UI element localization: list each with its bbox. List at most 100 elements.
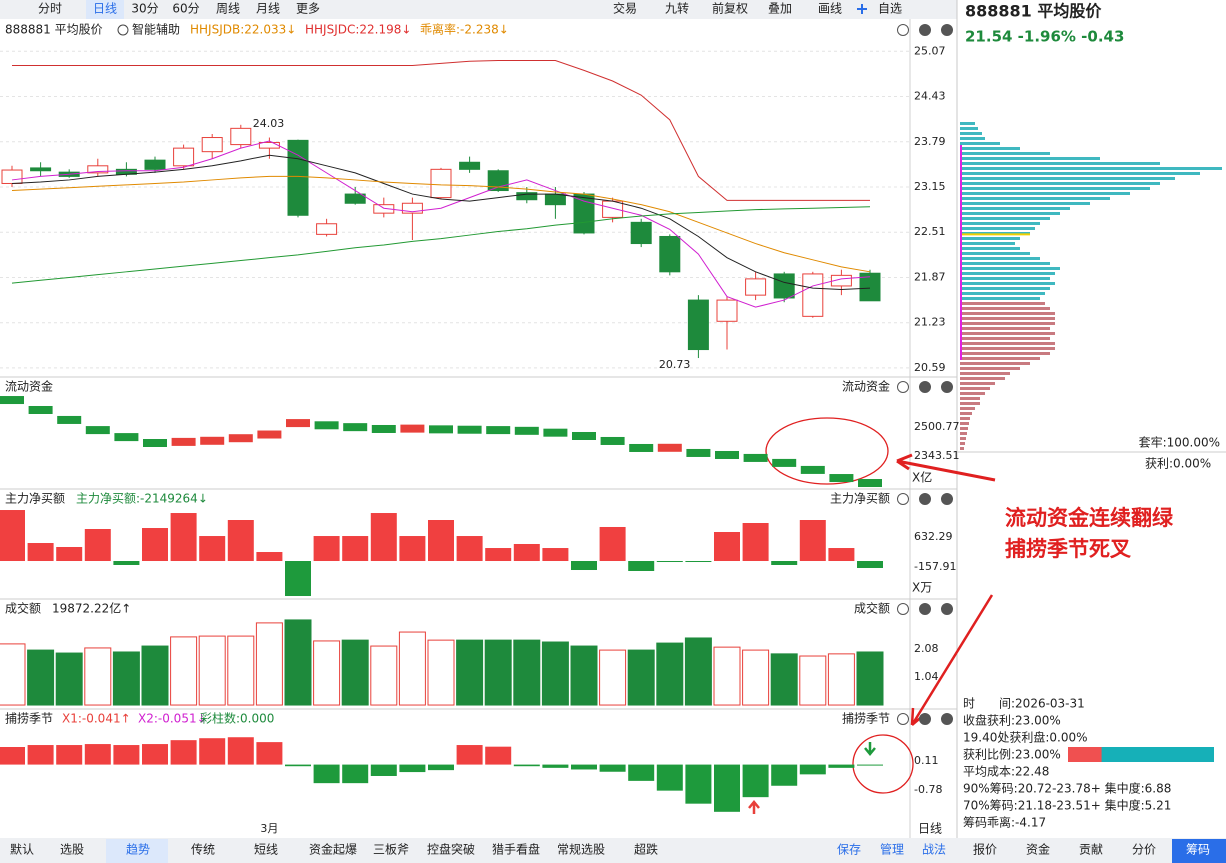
indicator: HHJSJDC:22.198↓: [305, 23, 411, 37]
action-button[interactable]: 战法: [922, 843, 946, 857]
unit-label: X亿: [912, 470, 932, 485]
bar: [256, 552, 283, 562]
bar: [0, 746, 25, 765]
toolbar-button[interactable]: 叠加: [768, 2, 792, 16]
price-line: [12, 59, 870, 201]
toolbar-button[interactable]: 60分: [172, 2, 199, 16]
bar: [370, 764, 397, 776]
amount-bar: [112, 651, 140, 706]
action-button[interactable]: 管理: [880, 842, 904, 857]
candle-body: [30, 167, 52, 172]
bar: [256, 742, 283, 765]
help-icon[interactable]: [919, 493, 931, 505]
chip-bar: [960, 317, 1055, 320]
chip-info: 19.40处获利盘:0.00%: [963, 730, 1088, 745]
help-icon[interactable]: [919, 381, 931, 393]
flow-bar: [543, 428, 568, 437]
close-icon[interactable]: [941, 493, 953, 505]
bar: [714, 764, 740, 812]
candle-body: [258, 141, 280, 149]
bottom-tab[interactable]: 短线: [254, 843, 278, 857]
assist-icon[interactable]: [117, 24, 129, 36]
settings-icon[interactable]: [897, 713, 909, 725]
bar: [742, 523, 769, 562]
bottom-tab[interactable]: 趋势: [126, 843, 150, 857]
toolbar-button[interactable]: 更多: [296, 2, 320, 16]
help-icon[interactable]: [919, 603, 931, 615]
selected-tab: [106, 839, 168, 863]
toolbar-button[interactable]: 九转: [665, 1, 689, 16]
close-icon[interactable]: [941, 713, 953, 725]
side-tab[interactable]: 分价: [1132, 843, 1156, 857]
toolbar-button[interactable]: 分时: [38, 2, 62, 16]
chip-bar: [960, 397, 980, 400]
assist-button[interactable]: 智能辅助: [132, 22, 180, 37]
toolbar-button[interactable]: 30分: [131, 2, 158, 16]
chip-bar: [960, 127, 978, 130]
chip-bar: [960, 142, 1000, 145]
bar: [199, 738, 226, 765]
bottom-tab[interactable]: 默认: [10, 842, 34, 857]
chip-info: 获利比例:23.00%: [963, 748, 1061, 762]
bar: [571, 561, 597, 571]
toolbar-button[interactable]: 画线: [818, 2, 842, 16]
bar: [56, 745, 83, 765]
candle-body: [173, 147, 195, 167]
bottom-tab[interactable]: 猎手看盘: [492, 842, 540, 857]
bar: [199, 536, 226, 562]
settings-icon[interactable]: [897, 603, 909, 615]
bottom-tab[interactable]: 控盘突破: [427, 842, 475, 857]
settings-icon[interactable]: [897, 493, 909, 505]
help-icon[interactable]: [919, 24, 931, 36]
candle-body: [630, 221, 652, 245]
bar: [628, 561, 655, 571]
candle-body: [87, 165, 109, 174]
bottom-tab[interactable]: 超跌: [634, 842, 658, 857]
amount-bar: [341, 639, 369, 706]
action-button[interactable]: 保存: [837, 843, 861, 857]
flow-bar: [457, 425, 482, 434]
flow-bar: [343, 423, 368, 432]
flow-bar: [600, 436, 625, 445]
amount-bar: [656, 642, 684, 706]
toolbar-button[interactable]: 前复权: [712, 1, 748, 16]
toolbar-button[interactable]: 月线: [256, 2, 280, 16]
chip-bar: [960, 147, 1020, 150]
side-tab[interactable]: 筹码: [1186, 843, 1210, 857]
amount-bar: [141, 645, 169, 706]
side-tab[interactable]: 资金: [1026, 842, 1050, 857]
bar: [342, 536, 369, 562]
bottom-tab[interactable]: 常规选股: [557, 842, 605, 857]
close-icon[interactable]: [941, 603, 953, 615]
close-icon[interactable]: [941, 24, 953, 36]
bar: [313, 764, 340, 784]
chip-info: 收盘获利:23.00%: [963, 713, 1061, 728]
bottom-tab[interactable]: 选股: [60, 843, 84, 857]
settings-icon[interactable]: [897, 381, 909, 393]
amount-bar: [427, 639, 455, 706]
price-line: [11, 206, 871, 284]
candle-body: [830, 274, 852, 287]
close-icon[interactable]: [941, 381, 953, 393]
chip-bar: [960, 227, 1035, 230]
flow-bar: [257, 430, 282, 439]
settings-icon[interactable]: [897, 24, 909, 36]
side-tab[interactable]: 报价: [973, 842, 997, 857]
amount-bar: [27, 649, 55, 706]
toolbar-button[interactable]: 自选: [878, 2, 902, 16]
chip-bar: [960, 312, 1055, 315]
add-icon[interactable]: [857, 4, 867, 14]
help-icon[interactable]: [919, 713, 931, 725]
toolbar-button[interactable]: 日线: [93, 2, 117, 16]
chip-bar: [960, 122, 975, 125]
toolbar-button[interactable]: 交易: [613, 1, 637, 16]
bottom-tab[interactable]: 传统: [191, 842, 215, 857]
amount-bar: [198, 635, 226, 706]
chip-bar: [960, 332, 1055, 335]
side-tab[interactable]: 贡献: [1079, 842, 1103, 857]
toolbar-button[interactable]: 周线: [216, 2, 240, 16]
chip-bar: [960, 372, 1010, 375]
bottom-tab[interactable]: 资金起爆: [309, 842, 357, 857]
bottom-tab[interactable]: 三板斧: [373, 843, 409, 857]
flow-bar: [28, 405, 53, 414]
